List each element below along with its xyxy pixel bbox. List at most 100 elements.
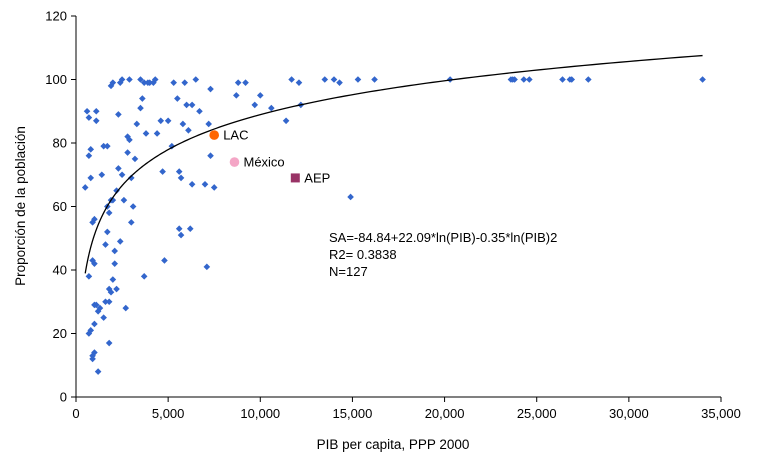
y-tick-label: 100 — [45, 72, 67, 87]
data-point — [98, 171, 106, 179]
x-axis-title: PIB per capita, PPP 2000 — [317, 437, 470, 452]
data-point — [251, 101, 259, 109]
x-tick-label: 5,000 — [152, 406, 185, 421]
data-point — [282, 117, 290, 125]
data-point — [321, 76, 329, 83]
y-tick-label: 40 — [53, 263, 67, 278]
x-tick-label: 20,000 — [425, 406, 465, 421]
highlight-m-xico-marker — [229, 157, 240, 167]
data-point — [109, 276, 117, 283]
data-point — [207, 85, 214, 93]
data-point — [559, 76, 566, 83]
data-point — [126, 76, 133, 83]
data-point — [127, 219, 135, 226]
data-point — [256, 92, 264, 99]
data-point — [210, 184, 218, 191]
data-point — [137, 104, 144, 112]
data-point — [233, 92, 240, 99]
data-point — [129, 203, 137, 210]
data-point — [92, 117, 100, 125]
data-point — [102, 298, 109, 306]
data-point — [371, 76, 378, 83]
fit-equation: SA=-84.84+22.09*ln(PIB)-0.35*ln(PIB)2 — [329, 230, 557, 245]
data-point — [170, 79, 177, 86]
data-point — [91, 349, 98, 356]
y-tick-label: 60 — [53, 199, 67, 214]
data-point — [109, 196, 117, 204]
data-point — [124, 149, 131, 156]
data-point — [174, 95, 181, 102]
fit-r2: R2= 0.3838 — [329, 247, 397, 262]
data-point — [105, 209, 113, 217]
data-point — [116, 238, 124, 245]
x-tick-label: 10,000 — [240, 406, 280, 421]
data-point — [146, 79, 154, 86]
data-point — [131, 155, 139, 163]
data-point — [568, 76, 576, 83]
data-point — [113, 187, 120, 194]
data-point — [511, 76, 518, 83]
data-point — [115, 165, 122, 172]
data-point — [87, 146, 95, 153]
data-point — [188, 101, 196, 109]
data-point — [585, 76, 592, 83]
data-point — [234, 79, 242, 86]
data-point — [102, 241, 109, 248]
data-point — [120, 196, 128, 204]
data-point — [196, 107, 203, 115]
data-point — [85, 152, 93, 159]
data-point — [183, 101, 190, 109]
highlight-lac-label: LAC — [223, 128, 248, 143]
highlight-lac-marker — [209, 130, 220, 140]
data-point — [177, 174, 185, 182]
data-point — [175, 168, 183, 175]
data-point — [115, 111, 122, 118]
data-point — [111, 260, 118, 267]
y-tick-label: 120 — [45, 9, 67, 24]
data-point — [203, 263, 211, 271]
data-point — [105, 298, 113, 306]
fit-curve — [84, 54, 703, 274]
fit-n: N=127 — [329, 264, 368, 279]
plot-area: 0 20 40 60 80 100 120 0 5,000 10,000 15,000 20,000 2… — [45, 9, 741, 422]
data-point — [91, 260, 98, 267]
data-point — [139, 95, 146, 102]
data-point — [85, 273, 93, 280]
data-point — [118, 171, 126, 179]
data-point — [140, 79, 148, 86]
y-tick-label: 0 — [60, 390, 67, 405]
data-point — [91, 215, 98, 223]
data-point — [137, 76, 144, 83]
data-point — [526, 76, 533, 83]
y-axis-title: Proporción de la población — [13, 126, 28, 286]
data-point — [151, 76, 159, 83]
data-point — [81, 184, 89, 191]
data-point — [186, 225, 194, 233]
x-tick-label: 25,000 — [517, 406, 557, 421]
data-point — [161, 257, 168, 264]
data-point — [104, 142, 111, 150]
data-point — [336, 79, 343, 86]
data-point — [92, 107, 100, 115]
data-point — [159, 168, 166, 175]
data-point — [164, 117, 172, 125]
data-point — [242, 79, 249, 86]
x-tick-label: 35,000 — [701, 406, 741, 421]
data-point — [100, 142, 107, 150]
data-point — [118, 76, 126, 83]
data-point — [94, 368, 102, 375]
highlight-aep-label: AEP — [304, 170, 330, 185]
data-point — [105, 285, 113, 293]
x-tick-label: 0 — [72, 406, 79, 421]
y-tick-label: 20 — [53, 326, 67, 341]
data-point — [111, 247, 118, 255]
data-point — [520, 76, 528, 83]
data-point — [107, 288, 115, 296]
data-point — [177, 231, 185, 239]
data-point — [127, 174, 135, 182]
data-point — [83, 107, 91, 115]
data-point — [330, 76, 338, 83]
data-point — [295, 79, 303, 86]
highlight-aep-marker — [290, 173, 300, 183]
